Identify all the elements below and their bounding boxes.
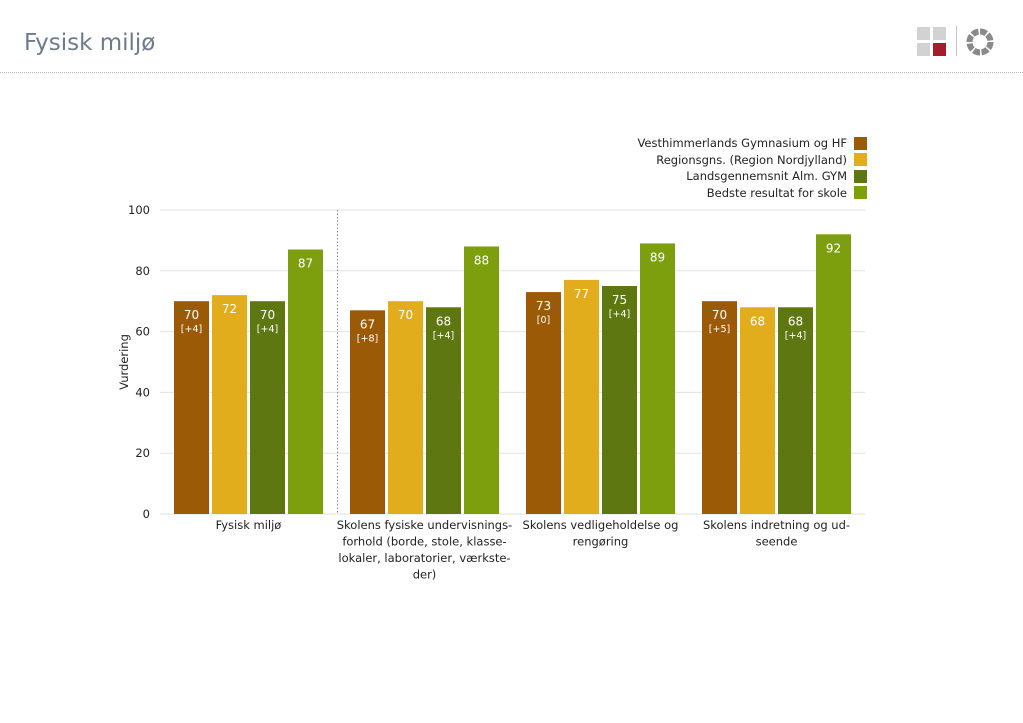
bar-value-label: 73: [536, 299, 551, 313]
page-title: Fysisk miljø: [24, 30, 156, 56]
legend-label: Bedste resultat for skole: [706, 185, 847, 200]
x-category-label: Skolens vedligeholdelse og rengøring: [523, 518, 679, 549]
legend-label: Vesthimmerlands Gymnasium og HF: [637, 136, 847, 151]
bar-value-label: 72: [222, 302, 237, 316]
y-tick-label: 60: [135, 325, 150, 339]
bar-diff-label: [0]: [537, 315, 550, 326]
legend-label: Regionsgns. (Region Nordjylland): [656, 152, 847, 167]
logo-divider: [956, 26, 957, 56]
legend-item: Regionsgns. (Region Nordjylland): [607, 152, 867, 169]
legend-item: Bedste resultat for skole: [607, 185, 867, 202]
bar-value-label: 68: [436, 314, 451, 328]
bar: [816, 234, 851, 514]
bar-value-label: 89: [650, 250, 665, 264]
legend-swatch: [854, 169, 867, 183]
y-tick-label: 20: [135, 446, 150, 460]
x-category-label: Skolens indretning og ud-seende: [703, 518, 850, 549]
bar-value-label: 68: [750, 314, 765, 328]
bar-value-label: 67: [360, 317, 375, 331]
bar-diff-label: [+4]: [609, 309, 630, 320]
bar: [740, 307, 775, 514]
bar-diff-label: [+8]: [357, 333, 378, 344]
bar-diff-label: [+5]: [709, 324, 730, 335]
bar-diff-label: [+4]: [785, 330, 806, 341]
bar: [702, 301, 737, 514]
bar-diff-label: [+4]: [181, 324, 202, 335]
bar: [564, 279, 599, 514]
y-tick-label: 0: [143, 507, 150, 521]
y-axis-label: Vurdering: [117, 334, 131, 390]
grid-squares-icon: [917, 27, 947, 57]
bar-value-label: 70: [712, 308, 727, 322]
bar-value-label: 68: [788, 314, 803, 328]
bar-value-label: 70: [184, 308, 199, 322]
legend-item: Vesthimmerlands Gymnasium og HF: [607, 135, 867, 152]
x-category-label: Skolens fysiske undervisnings-forhold (b…: [337, 518, 513, 582]
x-category-label: Fysisk miljø: [216, 518, 282, 532]
bar-value-label: 92: [826, 241, 841, 255]
bar: [388, 301, 423, 514]
bar-value-label: 70: [260, 308, 275, 322]
chart-legend: Vesthimmerlands Gymnasium og HF Regionsgn…: [607, 135, 867, 201]
bar-diff-label: [+4]: [433, 330, 454, 341]
y-tick-label: 80: [135, 264, 150, 278]
legend-item: Landsgennemsnit Alm. GYM: [607, 168, 867, 185]
legend-swatch: [854, 186, 867, 200]
bar: [174, 301, 209, 514]
y-tick-label: 100: [128, 203, 150, 217]
bar: [464, 246, 499, 515]
bar: [602, 286, 637, 514]
bar: [350, 310, 385, 514]
bar: [778, 307, 813, 514]
bar: [212, 295, 247, 514]
bar: [426, 307, 461, 514]
legend-label: Landsgennemsnit Alm. GYM: [686, 169, 847, 184]
bar: [526, 292, 561, 514]
bar: [288, 249, 323, 514]
header-divider: [0, 72, 1023, 73]
bar-value-label: 87: [298, 257, 313, 271]
bar: [250, 301, 285, 514]
legend-swatch: [854, 136, 867, 150]
legend-swatch: [854, 153, 867, 167]
y-tick-label: 40: [135, 385, 150, 399]
bar-value-label: 88: [474, 253, 489, 267]
bar: [640, 243, 675, 514]
bar-value-label: 75: [612, 293, 627, 307]
bar-diff-label: [+4]: [257, 324, 278, 335]
bar-value-label: 70: [398, 308, 413, 322]
ring-icon: [966, 28, 994, 56]
bar-value-label: 77: [574, 287, 589, 301]
